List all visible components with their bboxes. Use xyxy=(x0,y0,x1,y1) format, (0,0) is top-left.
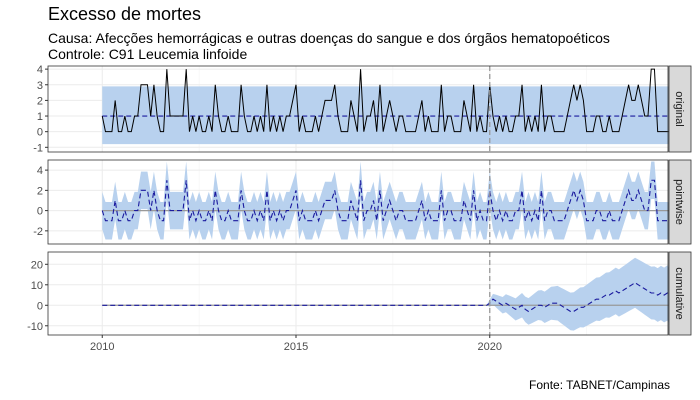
facet-strip-label: pointwise xyxy=(673,179,685,225)
y-tick-label: 2 xyxy=(37,95,43,107)
pointwise-interval-band xyxy=(102,161,671,240)
y-tick-label: 4 xyxy=(37,165,43,177)
panel-border xyxy=(47,65,669,153)
cumulative-effect-line xyxy=(102,282,672,313)
y-tick-label: 0 xyxy=(37,127,43,139)
y-tick-label: 3 xyxy=(37,80,43,92)
cumulative-interval-band xyxy=(102,257,671,331)
y-tick-label: 4 xyxy=(37,64,43,76)
y-tick-label: 20 xyxy=(31,259,43,271)
x-tick-label: 2015 xyxy=(284,341,308,353)
subtitle-cause: Causa: Afecções hemorrágicas e outras do… xyxy=(48,30,610,46)
y-tick-label: 0 xyxy=(37,300,43,312)
y-tick-label: 1 xyxy=(37,111,43,123)
y-tick-label: -2 xyxy=(33,226,43,238)
facet-strip xyxy=(668,251,692,336)
subtitle-control: Controle: C91 Leucemia linfoide xyxy=(48,46,248,62)
facet-strip-label: cumulative xyxy=(673,267,685,320)
chart-caption: Fonte: TABNET/Campinas xyxy=(529,378,670,392)
y-tick-label: 0 xyxy=(37,206,43,218)
chart-subtitle: Causa: Afecções hemorrágicas e outras do… xyxy=(48,30,610,62)
facet-strip-label: original xyxy=(673,91,685,126)
x-tick-label: 2020 xyxy=(478,341,502,353)
y-tick-label: -1 xyxy=(33,142,43,154)
observed-series-line xyxy=(101,68,671,133)
chart-title: Excesso de mortes xyxy=(48,4,202,24)
panel-border xyxy=(47,159,669,245)
panel-border xyxy=(47,251,669,336)
facet-strip xyxy=(668,65,692,153)
y-tick-label: -10 xyxy=(27,321,43,333)
y-tick-label: 2 xyxy=(37,185,43,197)
facet-strip xyxy=(668,159,692,245)
y-tick-label: 10 xyxy=(31,280,43,292)
x-tick-label: 2010 xyxy=(90,341,114,353)
